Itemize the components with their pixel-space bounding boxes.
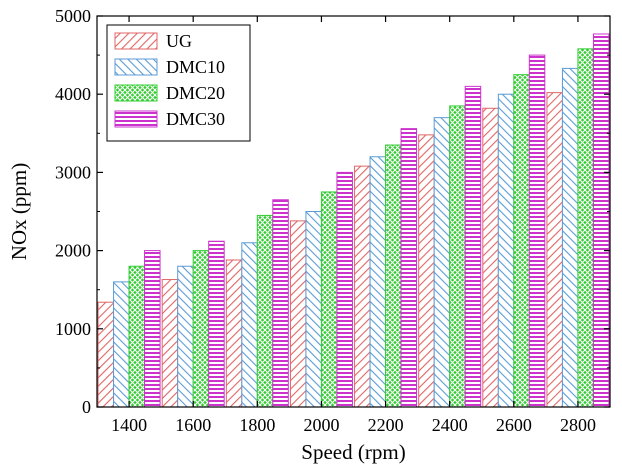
legend-label-ug: UG	[166, 31, 192, 51]
bar-ug-1600	[161, 279, 179, 408]
y-tick-label: 4000	[55, 84, 91, 104]
x-tick-label: 2800	[560, 415, 596, 435]
bar-dmc20-2400	[449, 105, 466, 408]
bar-dmc30-2600	[528, 54, 546, 408]
bar-group-2400	[418, 85, 482, 408]
x-tick-label: 2400	[432, 415, 468, 435]
x-tick-label: 1600	[175, 415, 211, 435]
bar-ug-2400	[418, 134, 435, 408]
bar-dmc10-1800	[241, 242, 258, 408]
legend-swatch-dmc10	[114, 58, 158, 76]
bar-dmc20-2800	[577, 48, 594, 408]
bar-ug-2600	[482, 107, 499, 408]
bar-dmc30-1600	[208, 240, 225, 408]
legend-label-dmc30: DMC30	[166, 109, 225, 129]
bar-ug-2800	[546, 92, 563, 408]
bar-dmc30-2800	[592, 33, 610, 408]
x-axis: 1400 1600 1800 2000 2200 2400 2600 2800	[111, 16, 596, 435]
bar-ug-1400	[97, 301, 115, 408]
legend-label-dmc20: DMC20	[166, 83, 225, 103]
bar-dmc30-2400	[464, 85, 482, 408]
x-axis-label: Speed (rpm)	[301, 440, 405, 464]
bar-group-2000	[289, 171, 353, 408]
bar-ug-2000	[289, 220, 307, 408]
legend-swatch-ug	[114, 32, 158, 50]
bar-dmc20-2000	[320, 191, 338, 408]
bar-ug-2200	[354, 165, 371, 408]
bar-dmc10-2000	[305, 211, 322, 408]
y-tick-label: 2000	[55, 241, 91, 261]
bar-dmc20-2200	[385, 144, 402, 408]
bar-dmc30-1400	[144, 250, 161, 408]
legend-swatch-dmc30	[114, 110, 158, 128]
bar-dmc30-2000	[336, 171, 353, 408]
y-tick-label: 1000	[55, 319, 91, 339]
bar-ug-1800	[225, 259, 243, 408]
y-tick-label: 3000	[55, 162, 91, 182]
bar-dmc10-2200	[369, 156, 387, 408]
y-tick-label: 5000	[55, 6, 91, 26]
bar-group-2600	[482, 54, 546, 408]
bar-dmc10-2600	[497, 93, 515, 408]
bar-dmc30-2200	[400, 128, 418, 408]
legend: UG DMC10 DMC20 DMC30	[106, 24, 251, 142]
legend-label-dmc10: DMC10	[166, 57, 225, 77]
bar-dmc20-1800	[256, 214, 274, 408]
bar-group-2800	[546, 33, 610, 408]
x-tick-label: 2000	[303, 415, 339, 435]
bar-dmc10-2800	[561, 67, 579, 408]
y-axis-label: NOx (ppm)	[7, 163, 31, 260]
bar-group-1800	[225, 199, 289, 408]
bar-group-2200	[354, 128, 418, 408]
legend-swatch-dmc20	[114, 84, 158, 102]
bar-dmc10-1600	[177, 265, 194, 408]
bar-dmc20-1600	[192, 250, 210, 408]
bar-group-1400	[97, 250, 161, 408]
bar-groups	[97, 33, 610, 408]
bar-dmc30-1800	[272, 199, 289, 408]
y-tick-label: 0	[82, 397, 91, 417]
x-tick-label: 1400	[111, 415, 147, 435]
bar-dmc10-1400	[113, 281, 130, 408]
bar-dmc10-2400	[433, 117, 451, 408]
x-tick-label: 2600	[496, 415, 532, 435]
bar-group-1600	[161, 240, 225, 408]
x-tick-label: 2200	[368, 415, 404, 435]
x-tick-label: 1800	[239, 415, 275, 435]
bar-dmc20-2600	[513, 74, 530, 408]
y-axis: 0 1000 2000 3000 4000 5000	[55, 6, 610, 417]
bar-dmc20-1400	[128, 265, 146, 408]
